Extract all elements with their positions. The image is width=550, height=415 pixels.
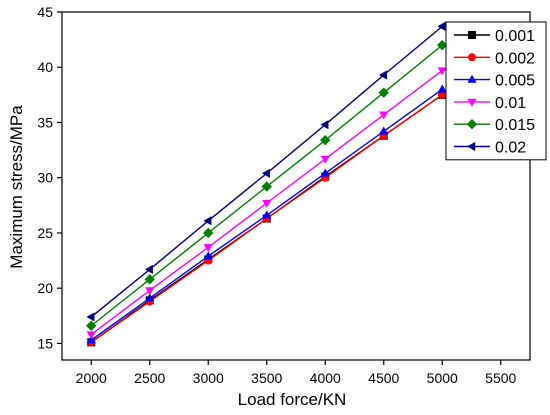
data-point [144,264,153,275]
legend-label: 0.005 [495,73,535,90]
series-0.005 [86,84,447,344]
x-tick-label: 2000 [76,370,107,386]
data-point [262,199,272,208]
legend-item: 0.01 [454,95,526,112]
data-point [320,155,330,164]
data-point [438,90,447,99]
data-point [261,181,272,192]
legend-item: 0.005 [454,73,535,90]
data-point [145,287,155,296]
data-point [320,168,330,177]
y-tick-label: 15 [37,335,53,351]
marker-circle [468,53,476,62]
y-tick-label: 30 [37,170,53,186]
data-point [203,227,214,239]
x-tick-label: 3500 [251,370,282,386]
data-point [378,87,389,98]
x-tick-label: 4000 [310,370,341,386]
marker-triangle-left [467,141,476,152]
marker-triangle-up [467,74,477,83]
data-point [86,312,95,322]
legend-label: 0.002 [495,50,535,67]
data-point [437,84,447,93]
marker-diamond [466,119,478,130]
legend-item: 0.002 [454,50,535,67]
data-point [86,331,96,340]
x-axis-title: Load force/KN [238,390,347,409]
data-point [262,210,272,219]
data-point [437,39,448,51]
x-tick-label: 2500 [134,370,165,386]
data-point [320,120,329,130]
y-axis-ticks: 15 20 25 30 35 40 45 [37,4,62,351]
data-point [144,274,155,285]
legend-box [445,21,547,161]
marker-triangle-down [467,98,477,107]
x-tick-label: 5500 [485,370,516,386]
y-tick-label: 20 [37,280,53,296]
data-point [379,111,389,120]
y-tick-label: 45 [37,4,53,20]
marker-square [468,31,476,39]
data-point [261,168,270,178]
x-tick-label: 3000 [193,370,224,386]
legend-item: 0.015 [454,117,535,134]
y-tick-label: 35 [37,114,53,130]
legend-item: 0.001 [454,28,535,45]
series-0.002 [87,90,447,347]
y-axis-title: Maximum stress/MPa [7,105,26,269]
legend: 0.001 0.002 0.005 0.01 0.015 0.02 [445,21,547,161]
data-point [203,244,213,253]
data-point [378,70,387,80]
y-tick-label: 25 [37,225,53,241]
legend-item: 0.02 [454,140,526,157]
legend-label: 0.02 [495,140,526,157]
legend-label: 0.001 [495,28,535,45]
data-point [145,293,155,302]
data-point [437,67,447,76]
data-point [437,21,446,31]
data-point [203,251,213,260]
x-tick-label: 4500 [368,370,399,386]
data-point [203,216,212,226]
legend-label: 0.01 [495,95,526,112]
series-0.01 [86,67,447,340]
legend-label: 0.015 [495,117,535,134]
plot-area [61,11,531,361]
series-0.02 [86,21,446,322]
series-0.015 [86,39,448,331]
x-axis-ticks: 2000 2500 3000 3500 4000 4500 5000 5500 [76,360,517,386]
x-tick-label: 5000 [427,370,458,386]
data-point [86,320,97,331]
y-tick-label: 40 [37,59,53,75]
data-point [320,134,331,146]
plot-frame [61,11,531,361]
data-point [379,126,389,135]
series-layer [86,21,448,347]
